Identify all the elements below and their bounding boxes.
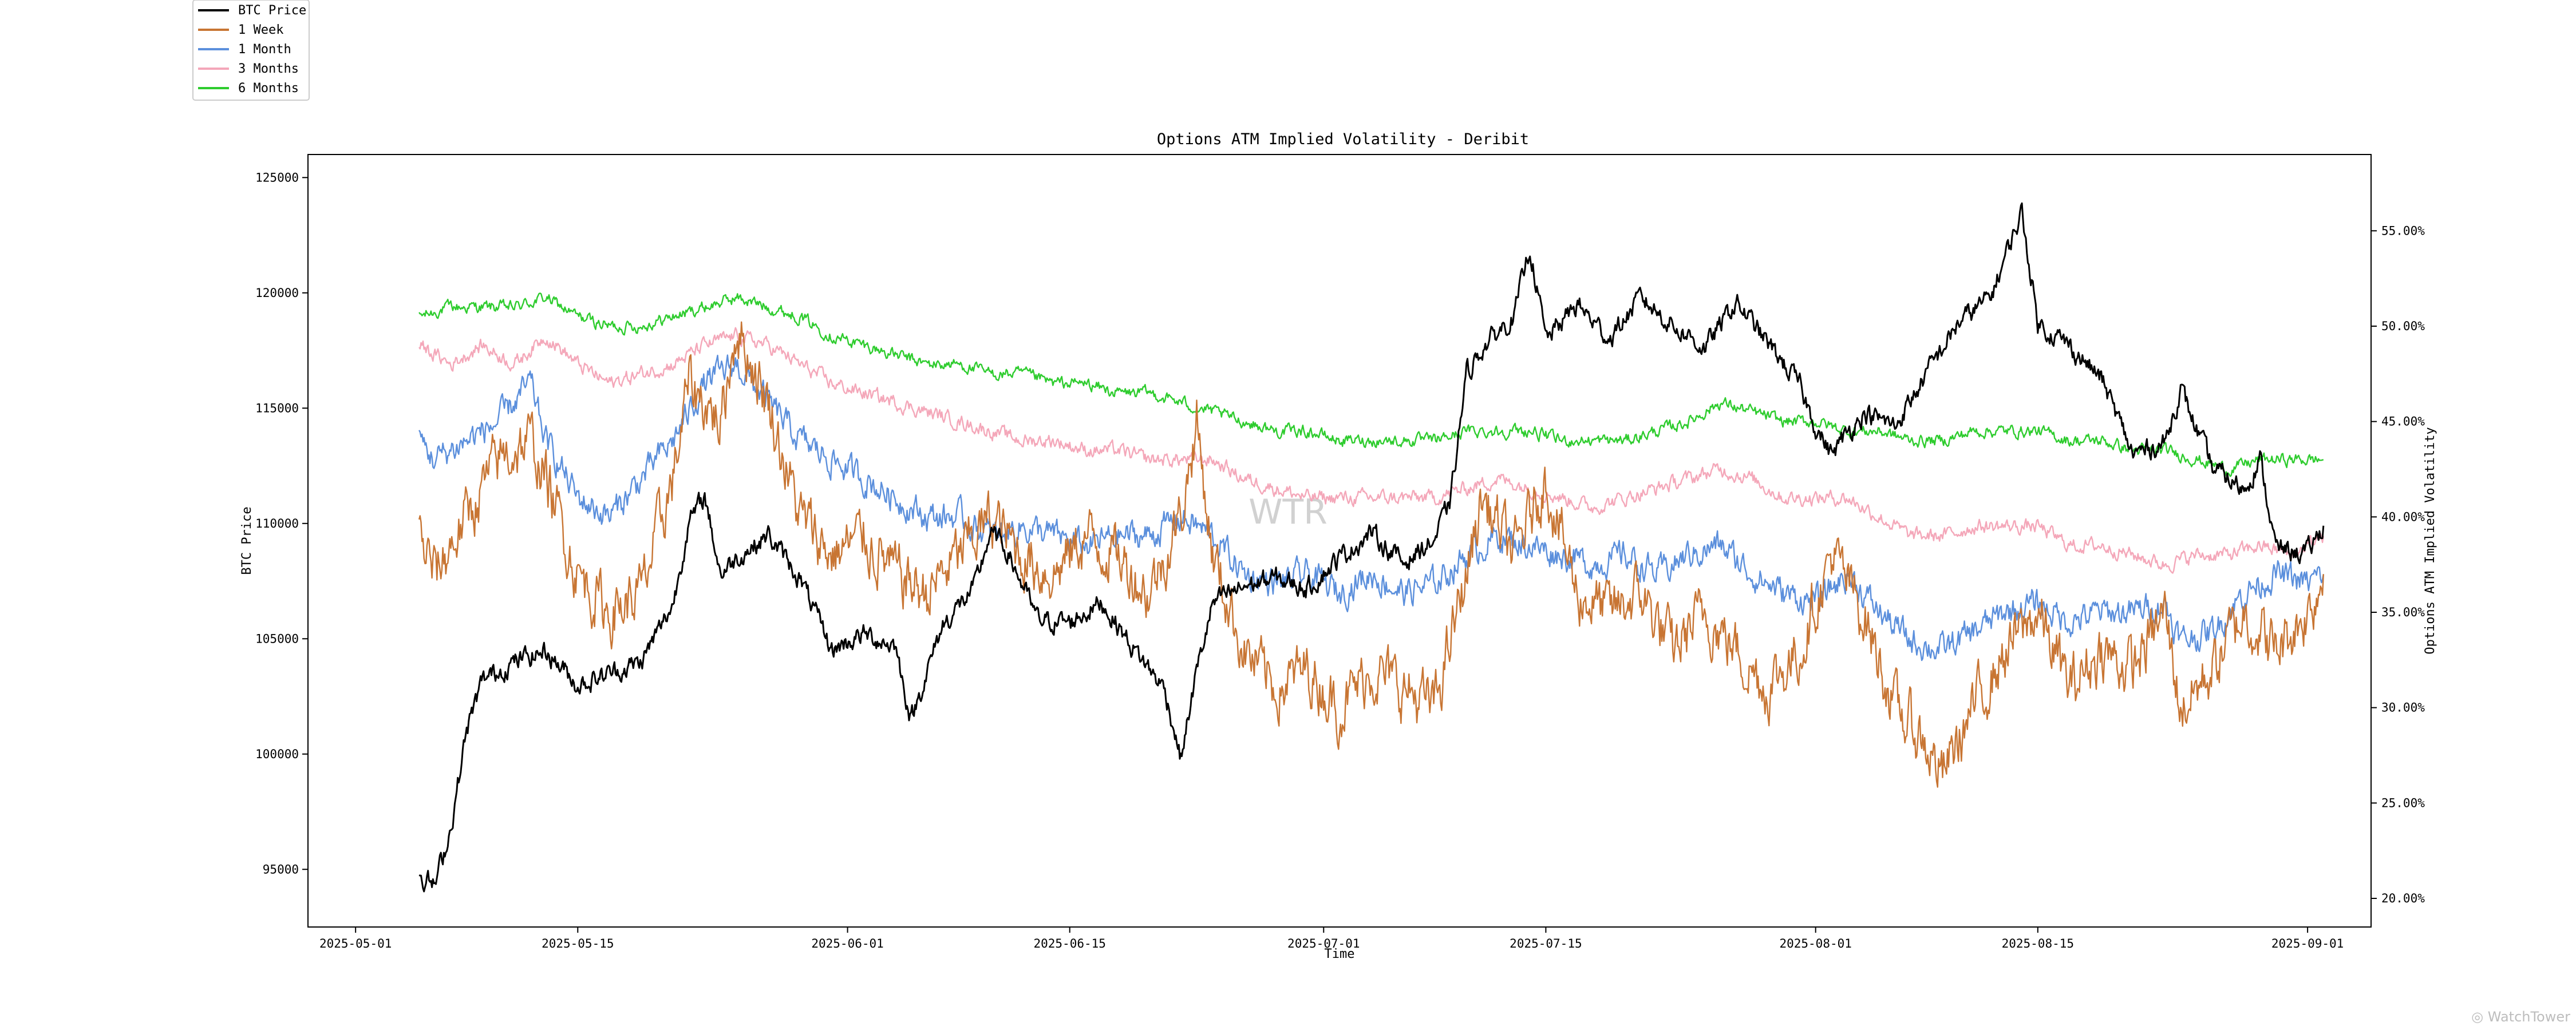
footer-text: WatchTower	[2488, 1009, 2570, 1025]
left-tick-label: 100000	[255, 747, 299, 761]
legend-frame	[192, 0, 310, 101]
x-tick-label: 2025-08-15	[2002, 937, 2074, 950]
left-tick-label: 125000	[255, 171, 299, 184]
right-tick-label: 35.00%	[2381, 605, 2425, 619]
plot-area	[307, 154, 2372, 928]
legend-label: BTC Price	[238, 3, 306, 18]
x-tick-label: 2025-05-15	[542, 937, 614, 950]
series-line-1-week	[418, 321, 2324, 788]
x-tick-label: 2025-07-15	[1510, 937, 1582, 950]
left-tick-label: 105000	[255, 632, 299, 645]
right-axis-label: Options ATM Implied Volatility	[2423, 427, 2437, 654]
series-line-1-month	[418, 354, 2324, 661]
right-tick-label: 40.00%	[2381, 510, 2425, 524]
x-axis: 2025-05-01 2025-05-15 2025-06-01 2025-06-15…	[319, 927, 2344, 950]
chart-title: Options ATM Implied Volatility - Deribit	[1157, 130, 1529, 148]
right-tick-label: 45.00%	[2381, 415, 2425, 429]
legend-label: 6 Months	[238, 81, 299, 96]
right-tick-label: 25.00%	[2381, 796, 2425, 810]
footer-brand: ◎ WatchTower	[2471, 1009, 2570, 1025]
legend-label: 1 Week	[238, 23, 283, 37]
right-tick-label: 20.00%	[2381, 892, 2425, 905]
x-tick-label: 2025-08-01	[1779, 937, 1851, 950]
left-tick-label: 95000	[263, 862, 299, 876]
x-tick-label: 2025-09-01	[2271, 937, 2344, 950]
footer-logo-icon: ◎	[2471, 1009, 2488, 1025]
x-tick-label: 2025-05-01	[319, 937, 392, 950]
legend-label: 3 Months	[238, 62, 299, 76]
right-axis: 20.00% 25.00% 30.00% 35.00% 40.00% 45.00% 50.0…	[2371, 224, 2425, 905]
series-line-btc-price	[418, 202, 2325, 893]
legend: BTC Price 1 Week 1 Month 3 Months 6 Months	[192, 0, 310, 101]
left-tick-label: 115000	[255, 401, 299, 415]
right-tick-label: 50.00%	[2381, 319, 2425, 333]
series-line-3-months	[418, 327, 2324, 574]
x-tick-label: 2025-07-01	[1287, 937, 1360, 950]
x-tick-label: 2025-06-15	[1033, 937, 1105, 950]
right-tick-label: 30.00%	[2381, 701, 2425, 715]
x-axis-label: Time	[1325, 947, 1355, 961]
left-tick-label: 110000	[255, 517, 299, 530]
left-axis-label: BTC Price	[240, 506, 254, 575]
left-axis: 95000 100000 105000 110000 115000 120000 12500…	[255, 171, 308, 876]
left-tick-label: 120000	[255, 286, 299, 300]
legend-label: 1 Month	[238, 42, 291, 57]
x-tick-label: 2025-06-01	[811, 937, 883, 950]
series-layer	[418, 202, 2325, 893]
right-tick-label: 55.00%	[2381, 224, 2425, 237]
series-line-6-months	[418, 292, 2324, 477]
